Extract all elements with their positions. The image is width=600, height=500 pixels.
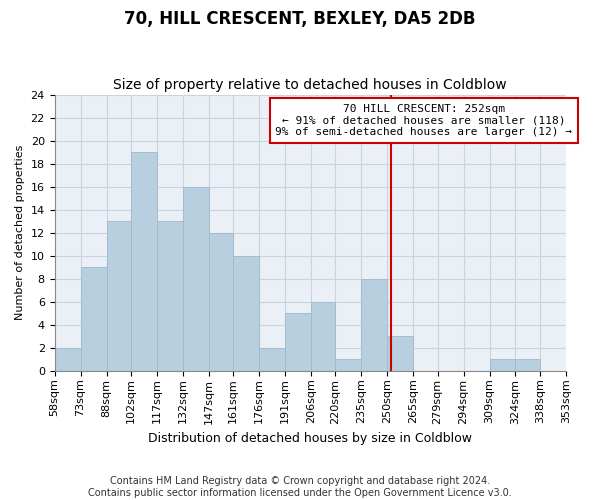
- Bar: [361, 279, 387, 371]
- Bar: [335, 360, 361, 371]
- Title: Size of property relative to detached houses in Coldblow: Size of property relative to detached ho…: [113, 78, 507, 92]
- Bar: [107, 221, 131, 371]
- Y-axis label: Number of detached properties: Number of detached properties: [15, 145, 25, 320]
- Bar: [233, 256, 259, 371]
- Text: 70 HILL CRESCENT: 252sqm
← 91% of detached houses are smaller (118)
9% of semi-d: 70 HILL CRESCENT: 252sqm ← 91% of detach…: [275, 104, 572, 137]
- Bar: [183, 186, 209, 371]
- Bar: [515, 360, 540, 371]
- Bar: [209, 232, 233, 371]
- X-axis label: Distribution of detached houses by size in Coldblow: Distribution of detached houses by size …: [148, 432, 472, 445]
- Bar: [490, 360, 515, 371]
- Bar: [387, 336, 413, 371]
- Bar: [157, 221, 183, 371]
- Bar: [131, 152, 157, 371]
- Text: 70, HILL CRESCENT, BEXLEY, DA5 2DB: 70, HILL CRESCENT, BEXLEY, DA5 2DB: [124, 10, 476, 28]
- Bar: [285, 314, 311, 371]
- Bar: [80, 268, 107, 371]
- Bar: [55, 348, 80, 371]
- Bar: [311, 302, 335, 371]
- Text: Contains HM Land Registry data © Crown copyright and database right 2024.
Contai: Contains HM Land Registry data © Crown c…: [88, 476, 512, 498]
- Bar: [259, 348, 285, 371]
